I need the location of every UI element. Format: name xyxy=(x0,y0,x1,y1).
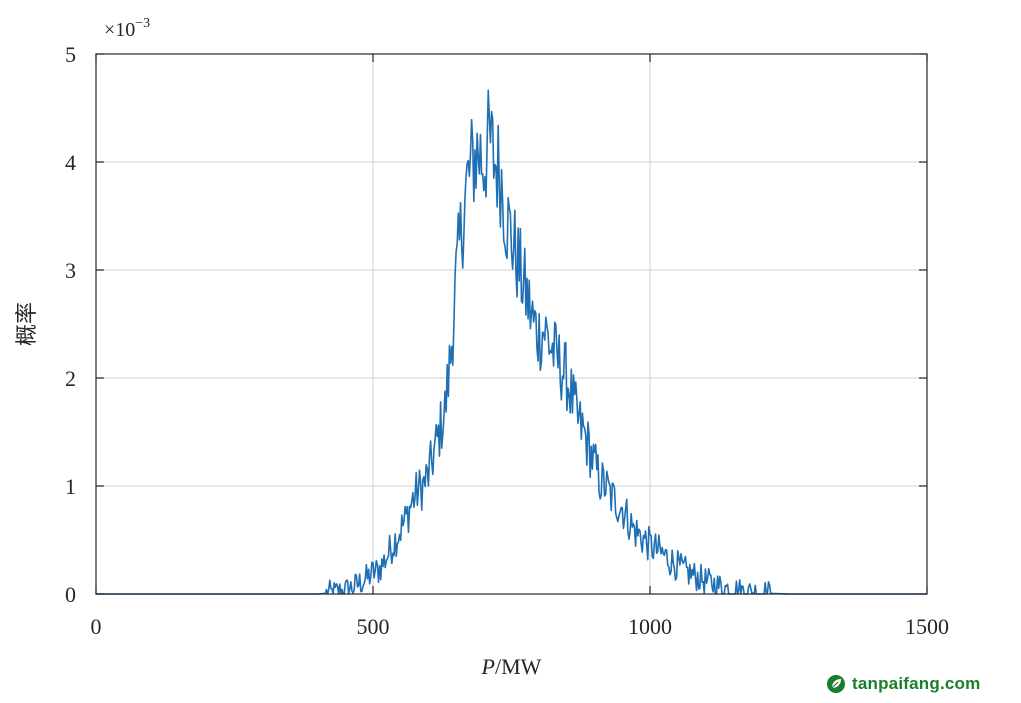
y-tick-labels: 0 1 2 3 4 5 xyxy=(65,42,76,607)
x-tick-label: 1500 xyxy=(905,614,949,639)
y-tick-label: 2 xyxy=(65,366,76,391)
y-tick-label: 1 xyxy=(65,474,76,499)
watermark-text: tanpaifang.com xyxy=(852,674,981,693)
y-axis-label: 概率 xyxy=(14,302,39,346)
x-tick-labels: 0 500 1000 1500 xyxy=(91,614,950,639)
x-tick-label: 0 xyxy=(91,614,102,639)
tick-marks xyxy=(95,53,928,595)
x-axis-var: P xyxy=(481,654,495,679)
y-tick-label: 0 xyxy=(65,582,76,607)
y-tick-label: 4 xyxy=(65,150,76,175)
x-tick-label: 500 xyxy=(357,614,390,639)
leaf-logo-icon xyxy=(827,675,845,693)
y-tick-label: 5 xyxy=(65,42,76,67)
series-layer xyxy=(96,89,927,595)
y-multiplier-base: ×10 xyxy=(104,19,135,41)
x-axis-unit: /MW xyxy=(495,654,542,679)
y-tick-label: 3 xyxy=(65,258,76,283)
watermark: tanpaifang.com xyxy=(826,672,980,696)
x-tick-label: 1000 xyxy=(628,614,672,639)
y-multiplier-exp: −3 xyxy=(135,16,150,31)
x-axis-label: P/MW xyxy=(481,654,542,679)
series-line xyxy=(96,89,927,595)
plot-frame xyxy=(95,53,928,595)
y-axis-multiplier: ×10−3 xyxy=(104,16,150,41)
grid-lines xyxy=(96,54,927,594)
